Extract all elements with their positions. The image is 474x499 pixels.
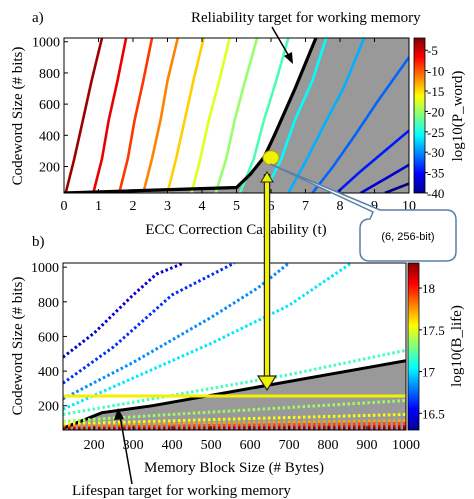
panel-b-colorbar-tick-label: 17.5 [422, 323, 445, 338]
panel-b-annotation: Lifespan target for working memory [72, 483, 291, 499]
connector-arrowhead [256, 375, 278, 392]
panel-b-label: b) [32, 234, 45, 250]
panel-b-ticks: 200 300 400 500 600 700 800 900 1000 200 400 600 800… [31, 261, 420, 453]
panel-a-ytick-label: 400 [39, 129, 60, 144]
panel-a-ytick-label: 1000 [32, 36, 60, 51]
panel-b-ytick-label: 600 [38, 330, 59, 345]
panel-a-xtick-label: 4 [199, 199, 206, 214]
panel-a-colorbar-tick-label: -25 [427, 125, 444, 140]
panel-a-curve [311, 56, 409, 193]
panel-b-annotation-arrow [119, 415, 133, 485]
panel-a-curve [262, 38, 328, 193]
panel-b-xtick-label: 700 [279, 438, 300, 453]
panel-b-ytick-label: 200 [38, 400, 59, 415]
panel-b-ytick-label: 800 [38, 296, 59, 311]
panel-a-curve [166, 38, 205, 193]
panel-a-annotation-arrowhead [284, 52, 293, 64]
panel-a-colorbar-tick-label: -30 [427, 145, 444, 160]
panel-a-colorbar-tick-label: -35 [427, 166, 444, 181]
panel-a-curve [64, 38, 104, 193]
panel-b-xtick-label: 300 [123, 438, 144, 453]
panel-b-lifespan-boundary [63, 359, 406, 430]
panel-a-xtick-label: 5 [233, 199, 240, 214]
panel-b-xtick-label: 400 [162, 438, 183, 453]
panel-b-axes-box [62, 262, 407, 431]
panel-b-xlabel: Memory Block Size (# Bytes) [144, 460, 324, 476]
panel-b-ytick-label: 400 [38, 365, 59, 380]
panel-b-xtick-label: 800 [318, 438, 339, 453]
panel-a-xtick-label: 8 [337, 199, 344, 214]
panel-a-xtick-label: 0 [61, 199, 68, 214]
panel-b-xtick-label: 500 [201, 438, 222, 453]
panel-b-colorbar-tick-label: 18 [422, 281, 435, 296]
panel-a-colorbar-tick-label: -15 [427, 84, 444, 99]
panel-a-highlight-point [262, 150, 280, 166]
panel-a-xtick-label: 3 [164, 199, 171, 214]
panel-a-colorbar [413, 37, 426, 194]
panel-a-xtick-label: 6 [268, 199, 275, 214]
panel-b-curve-group [63, 263, 406, 430]
panel-b-colorbar-tick-label: 16.5 [422, 406, 445, 421]
connector [256, 171, 278, 392]
panel-a-curve [360, 163, 409, 193]
panel-a-annotation-arrow [271, 26, 291, 59]
panel-b-curve [63, 263, 236, 385]
panel-a-curve [238, 38, 290, 193]
panel-a-ytick-label: 600 [39, 98, 60, 113]
panel-b-curve [63, 399, 406, 423]
panel-a-curve [335, 129, 409, 193]
panel-a-curve [117, 38, 154, 193]
panel-a-curve [142, 38, 180, 193]
panel-b-colorbar-ticks: 18 17.5 17 16.5 [419, 281, 445, 421]
panel-a-ytick-label: 800 [39, 67, 60, 82]
callout-text: (6, 256-bit) [381, 231, 434, 243]
panel-b-colorbar-label: log10(B_life) [449, 305, 465, 387]
panel-a-colorbar-ticks: -5 -10 -15 -20 -25 -30 -35 -40 [425, 43, 444, 201]
panel-a-shaded-region [64, 38, 409, 193]
panel-a-xlabel: ECC Correction Capability (t) [145, 222, 326, 238]
panel-b-xtick-label: 900 [357, 438, 378, 453]
panel-b-colorbar-tick-label: 17 [422, 365, 436, 380]
panel-a-curve [384, 182, 409, 193]
panel-a-colorbar-tick-label: -20 [427, 104, 444, 119]
panel-a-curve [190, 38, 231, 193]
callout-bubble [269, 163, 457, 262]
panel-a-xtick-label: 2 [130, 199, 137, 214]
panel-b-xtick-label: 1000 [392, 438, 420, 453]
panel-b-ytick-label: 1000 [31, 261, 59, 276]
panel-b-curve [63, 426, 406, 430]
panel-b-curve [63, 263, 353, 411]
panel-b-curve [63, 263, 185, 359]
panel-a-label: a) [32, 10, 44, 26]
panel-a-curve [214, 38, 259, 193]
panel-b-colorbar [407, 262, 420, 431]
panel-a-colorbar-tick-label: -5 [427, 43, 438, 58]
panel-b-curve [63, 348, 406, 416]
panel-a-curve [287, 38, 366, 193]
panel-a-curve-group [64, 38, 409, 193]
panel-a-annotation: Reliability target for working memory [191, 10, 421, 26]
panel-a-colorbar-tick-label: -40 [427, 186, 444, 201]
connector-top-arrowhead [260, 171, 274, 183]
panel-a-colorbar-tick-label: -10 [427, 64, 444, 79]
panel-b-ylabel: Codeword Size (# bits) [10, 277, 26, 416]
panel-a-colorbar-label: log10(P_word) [450, 71, 466, 162]
panel-b-xtick-label: 200 [84, 438, 105, 453]
panel-b: 200 300 400 500 600 700 800 900 1000 200 400 600 800… [10, 234, 465, 499]
panel-b-annotation-arrowhead [114, 408, 124, 420]
callout: (6, 256-bit) [269, 163, 457, 262]
panel-b-xtick-label: 600 [240, 438, 261, 453]
panel-a-xtick-label: 1 [95, 199, 102, 214]
panel-a-xtick-label: 7 [302, 199, 309, 214]
panel-a-ylabel: Codeword Size (# bits) [10, 47, 26, 186]
panel-a-curve [92, 38, 128, 193]
panel-a-ytick-label: 200 [39, 160, 60, 175]
panel-a-xtick-label: 9 [371, 199, 378, 214]
